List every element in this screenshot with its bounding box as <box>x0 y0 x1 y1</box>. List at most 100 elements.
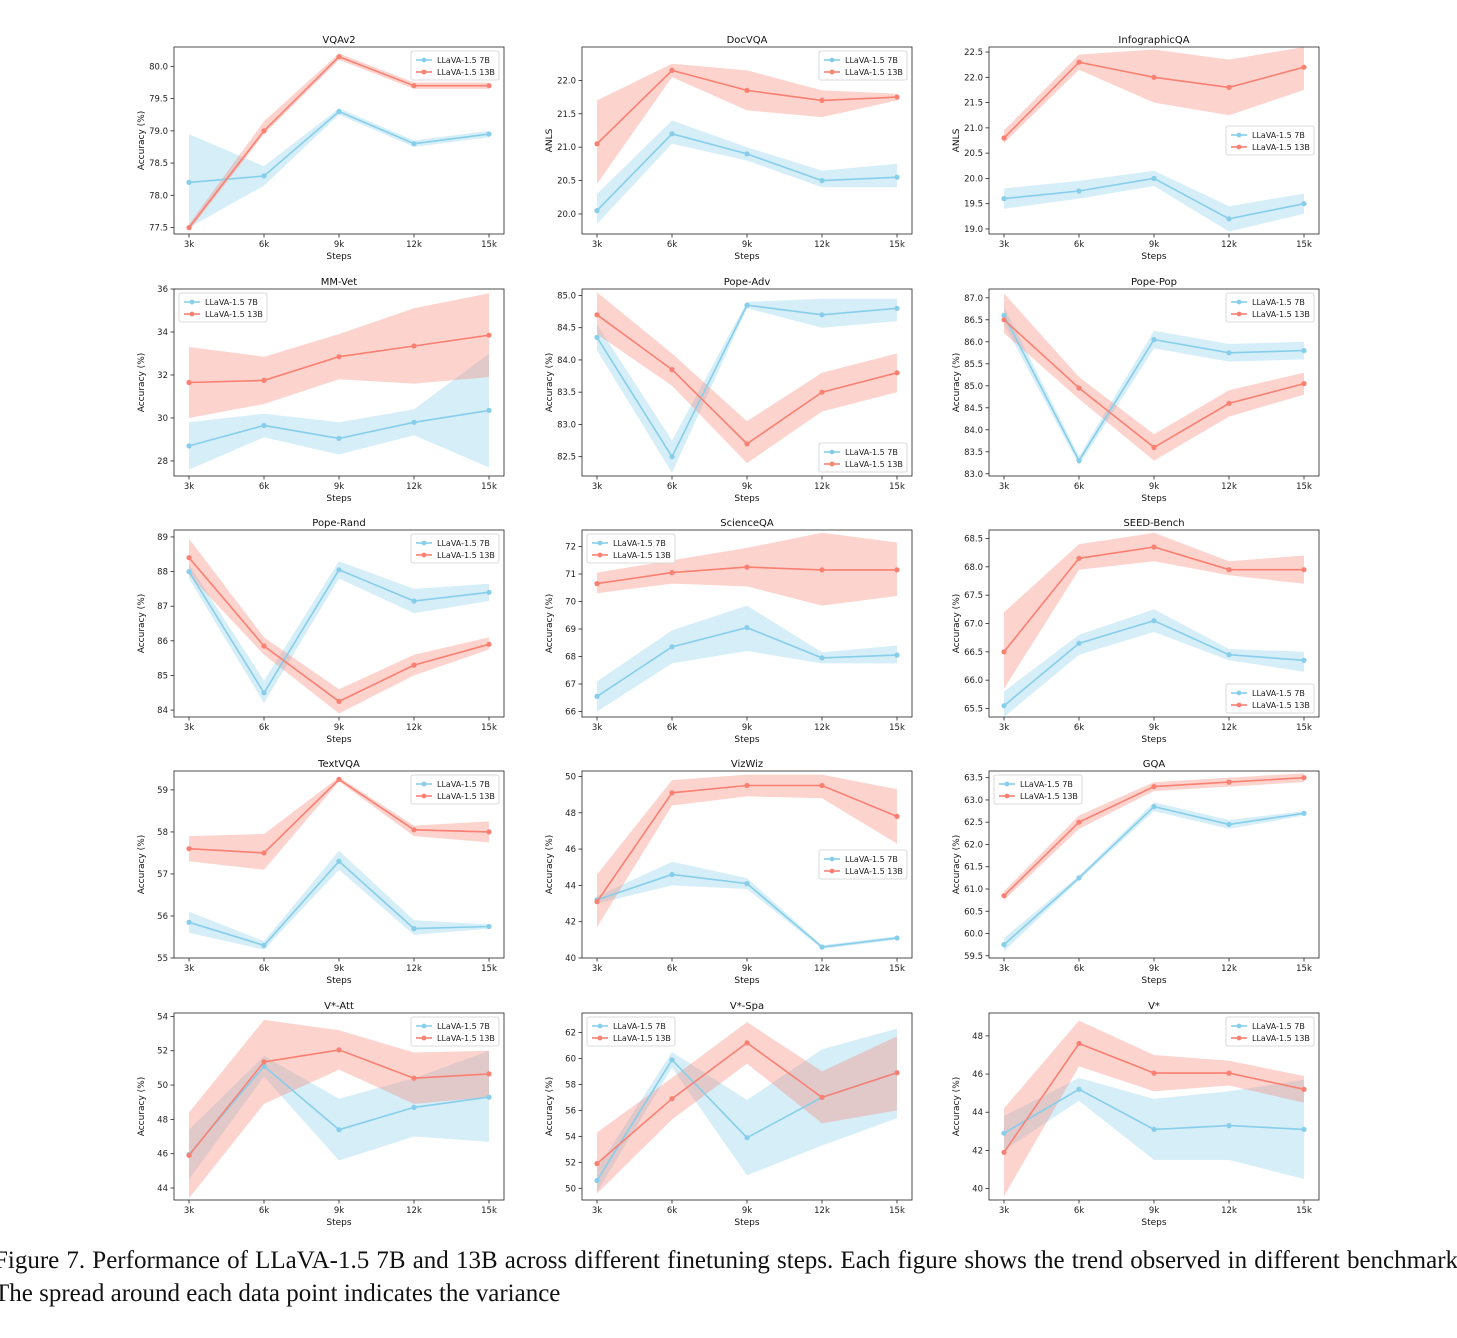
data-point <box>819 944 825 950</box>
y-tick-label: 21.0 <box>964 124 983 134</box>
x-tick-label: 15k <box>1296 240 1312 250</box>
data-point <box>1076 875 1082 881</box>
data-point <box>486 332 492 338</box>
data-point <box>1076 188 1082 194</box>
data-point <box>594 312 600 318</box>
y-tick-label: 78.5 <box>149 159 168 169</box>
data-point <box>894 813 900 820</box>
chart-5: 83.0 83.5 84.0 84.5 85.0 85.5 86.0 86.5 87.0 3k 6k… <box>952 277 1320 504</box>
legend-box <box>1225 683 1315 714</box>
data-point <box>1226 350 1232 356</box>
legend-box <box>993 774 1083 805</box>
chart-title: V* <box>1148 1001 1160 1012</box>
y-tick-label: 62.0 <box>964 840 983 850</box>
chart-0: 77.5 78.0 78.5 79.0 79.5 80.0 3k 6k 9k 12k 15k VQAv… <box>137 35 505 262</box>
chart-13: 50 52 54 56 58 60 62 3k 6k 9k 12k 15k V*-Spa Steps Acc… <box>545 1001 913 1228</box>
y-tick-label: 71 <box>565 570 576 580</box>
x-tick-label: 12k <box>406 482 422 492</box>
legend-box <box>410 774 500 805</box>
x-axis-label: Steps <box>1141 494 1166 504</box>
data-point <box>336 858 342 864</box>
legend-label: LLaVA-1.5 13B <box>613 1034 671 1043</box>
chart-title: Pope-Adv <box>724 277 771 288</box>
y-tick-label: 54 <box>565 1132 576 1142</box>
legend: LLaVA-1.5 7B LLaVA-1.5 13B <box>410 774 500 805</box>
y-tick-label: 61.0 <box>964 885 983 895</box>
legend-box <box>410 533 500 564</box>
data-point <box>819 782 825 789</box>
data-point <box>1226 567 1232 573</box>
data-point <box>1076 555 1082 561</box>
data-point <box>594 899 600 905</box>
y-tick-label: 46 <box>157 1150 168 1160</box>
y-tick-label: 40 <box>565 954 576 964</box>
data-point <box>594 693 600 700</box>
data-point <box>186 846 192 852</box>
data-point <box>186 379 192 386</box>
legend: LLaVA-1.5 7B LLaVA-1.5 13B <box>410 1016 500 1047</box>
data-point <box>261 377 267 383</box>
data-point <box>261 422 267 429</box>
variance-band-13b <box>597 292 897 464</box>
data-point <box>486 1071 492 1077</box>
x-tick-label: 12k <box>1221 723 1237 733</box>
legend-label: LLaVA-1.5 7B <box>1252 689 1305 698</box>
x-tick-label: 15k <box>481 240 497 250</box>
variance-band-7b <box>597 298 897 473</box>
y-tick-label: 32 <box>157 371 168 381</box>
chart-7: 66 67 68 69 70 71 72 3k 6k 9k 12k 15k ScienceQA Steps… <box>545 518 913 745</box>
data-point <box>1226 1123 1232 1129</box>
series-line-7b <box>1003 805 1305 946</box>
x-axis-label: Steps <box>326 494 351 504</box>
x-tick-label: 12k <box>406 723 422 733</box>
legend-marker <box>597 1035 603 1041</box>
x-axis-label: Steps <box>734 252 759 262</box>
y-tick-label: 60.0 <box>964 930 983 940</box>
data-point <box>669 570 675 576</box>
data-point <box>486 83 492 89</box>
data-point <box>1301 775 1307 781</box>
data-point <box>744 1135 750 1141</box>
y-axis-label: Accuracy (%) <box>545 353 555 413</box>
data-point <box>819 97 825 103</box>
y-tick-label: 28 <box>157 457 168 467</box>
data-point <box>1076 640 1082 646</box>
legend-marker <box>829 856 835 862</box>
x-tick-label: 3k <box>592 240 602 250</box>
y-tick-label: 52 <box>157 1047 168 1057</box>
data-point <box>1001 649 1007 655</box>
chart-2: 19.0 19.5 20.0 20.5 21.0 21.5 22.0 22.5 3k 6k 9k 12… <box>952 35 1320 262</box>
legend-box <box>410 50 500 81</box>
legend-label: LLaVA-1.5 7B <box>613 539 666 548</box>
data-point <box>411 83 417 89</box>
legend-label: LLaVA-1.5 7B <box>1252 1022 1305 1031</box>
y-tick-label: 84.5 <box>557 324 576 334</box>
x-axis-label: Steps <box>326 252 351 262</box>
legend-marker <box>1236 132 1242 138</box>
chart-10: 40 42 44 46 48 50 3k 6k 9k 12k 15k VizWiz Steps Accur… <box>545 759 913 986</box>
data-point <box>1076 59 1082 65</box>
legend-label: LLaVA-1.5 13B <box>1252 701 1310 710</box>
y-tick-label: 57 <box>157 870 168 880</box>
x-tick-label: 3k <box>592 723 602 733</box>
legend-label: LLaVA-1.5 13B <box>845 460 903 469</box>
data-point <box>894 935 900 941</box>
legend: LLaVA-1.5 7B LLaVA-1.5 13B <box>586 1016 676 1047</box>
x-tick-label: 3k <box>592 482 602 492</box>
y-tick-label: 84.5 <box>964 404 983 414</box>
data-point <box>1001 893 1007 899</box>
variance-band-7b <box>189 353 489 470</box>
chart-11: 59.5 60.0 60.5 61.0 61.5 62.0 62.5 63.0 63.5 3k 6k… <box>952 759 1320 986</box>
chart-title: Pope-Rand <box>312 518 365 529</box>
legend-marker <box>829 868 835 874</box>
legend-label: LLaVA-1.5 13B <box>845 68 903 77</box>
legend-marker <box>1236 1023 1242 1029</box>
data-point <box>336 108 342 115</box>
chart-title: InfographicQA <box>1118 35 1189 46</box>
legend-label: LLaVA-1.5 7B <box>1252 298 1305 307</box>
y-tick-label: 67.5 <box>964 591 983 601</box>
x-axis-label: Steps <box>734 735 759 745</box>
y-tick-label: 63.0 <box>964 796 983 806</box>
x-tick-label: 12k <box>406 240 422 250</box>
legend-marker <box>1236 311 1242 317</box>
